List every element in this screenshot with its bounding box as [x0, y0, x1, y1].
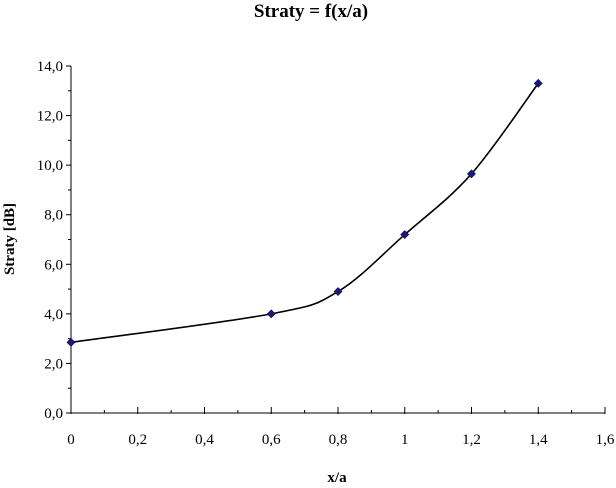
data-point	[333, 287, 343, 296]
y-tick-label: 10,0	[37, 158, 63, 174]
x-tick-label: 0,8	[329, 432, 348, 448]
y-tick-label: 12,0	[37, 109, 63, 125]
x-tick-label: 1	[401, 432, 409, 448]
x-tick-label: 1,4	[529, 432, 548, 448]
chart-title: Straty = f(x/a)	[254, 1, 368, 22]
y-tick-label: 0,0	[44, 406, 63, 422]
x-tick-label: 1,2	[462, 432, 481, 448]
data-point	[467, 169, 476, 179]
series-line	[70, 82, 539, 344]
series-group	[66, 78, 543, 347]
x-tick-label: 1,6	[596, 432, 615, 448]
y-tick-label: 8,0	[44, 208, 63, 224]
x-tick-label: 0	[67, 432, 75, 448]
x-axis-label: x/a	[327, 470, 347, 486]
x-tick-label: 0,6	[262, 432, 281, 448]
y-tick-label: 4,0	[44, 307, 63, 323]
y-tick-label: 14,0	[37, 59, 63, 75]
axes	[70, 66, 605, 414]
data-point	[266, 309, 276, 319]
y-axis-label: Straty [dB]	[2, 203, 18, 275]
y-tick-label: 6,0	[44, 257, 63, 273]
ticks: 0,0 2,0 4,0 6,0 8,0 10,0 12,0 14,0 0 0,2 0,4 0,6 0,8…	[37, 59, 615, 448]
data-point	[533, 78, 543, 88]
x-tick-label: 0,2	[128, 432, 147, 448]
data-point	[400, 230, 410, 239]
data-point	[66, 337, 76, 347]
x-tick-label: 0,4	[195, 432, 214, 448]
y-tick-label: 2,0	[44, 356, 63, 372]
